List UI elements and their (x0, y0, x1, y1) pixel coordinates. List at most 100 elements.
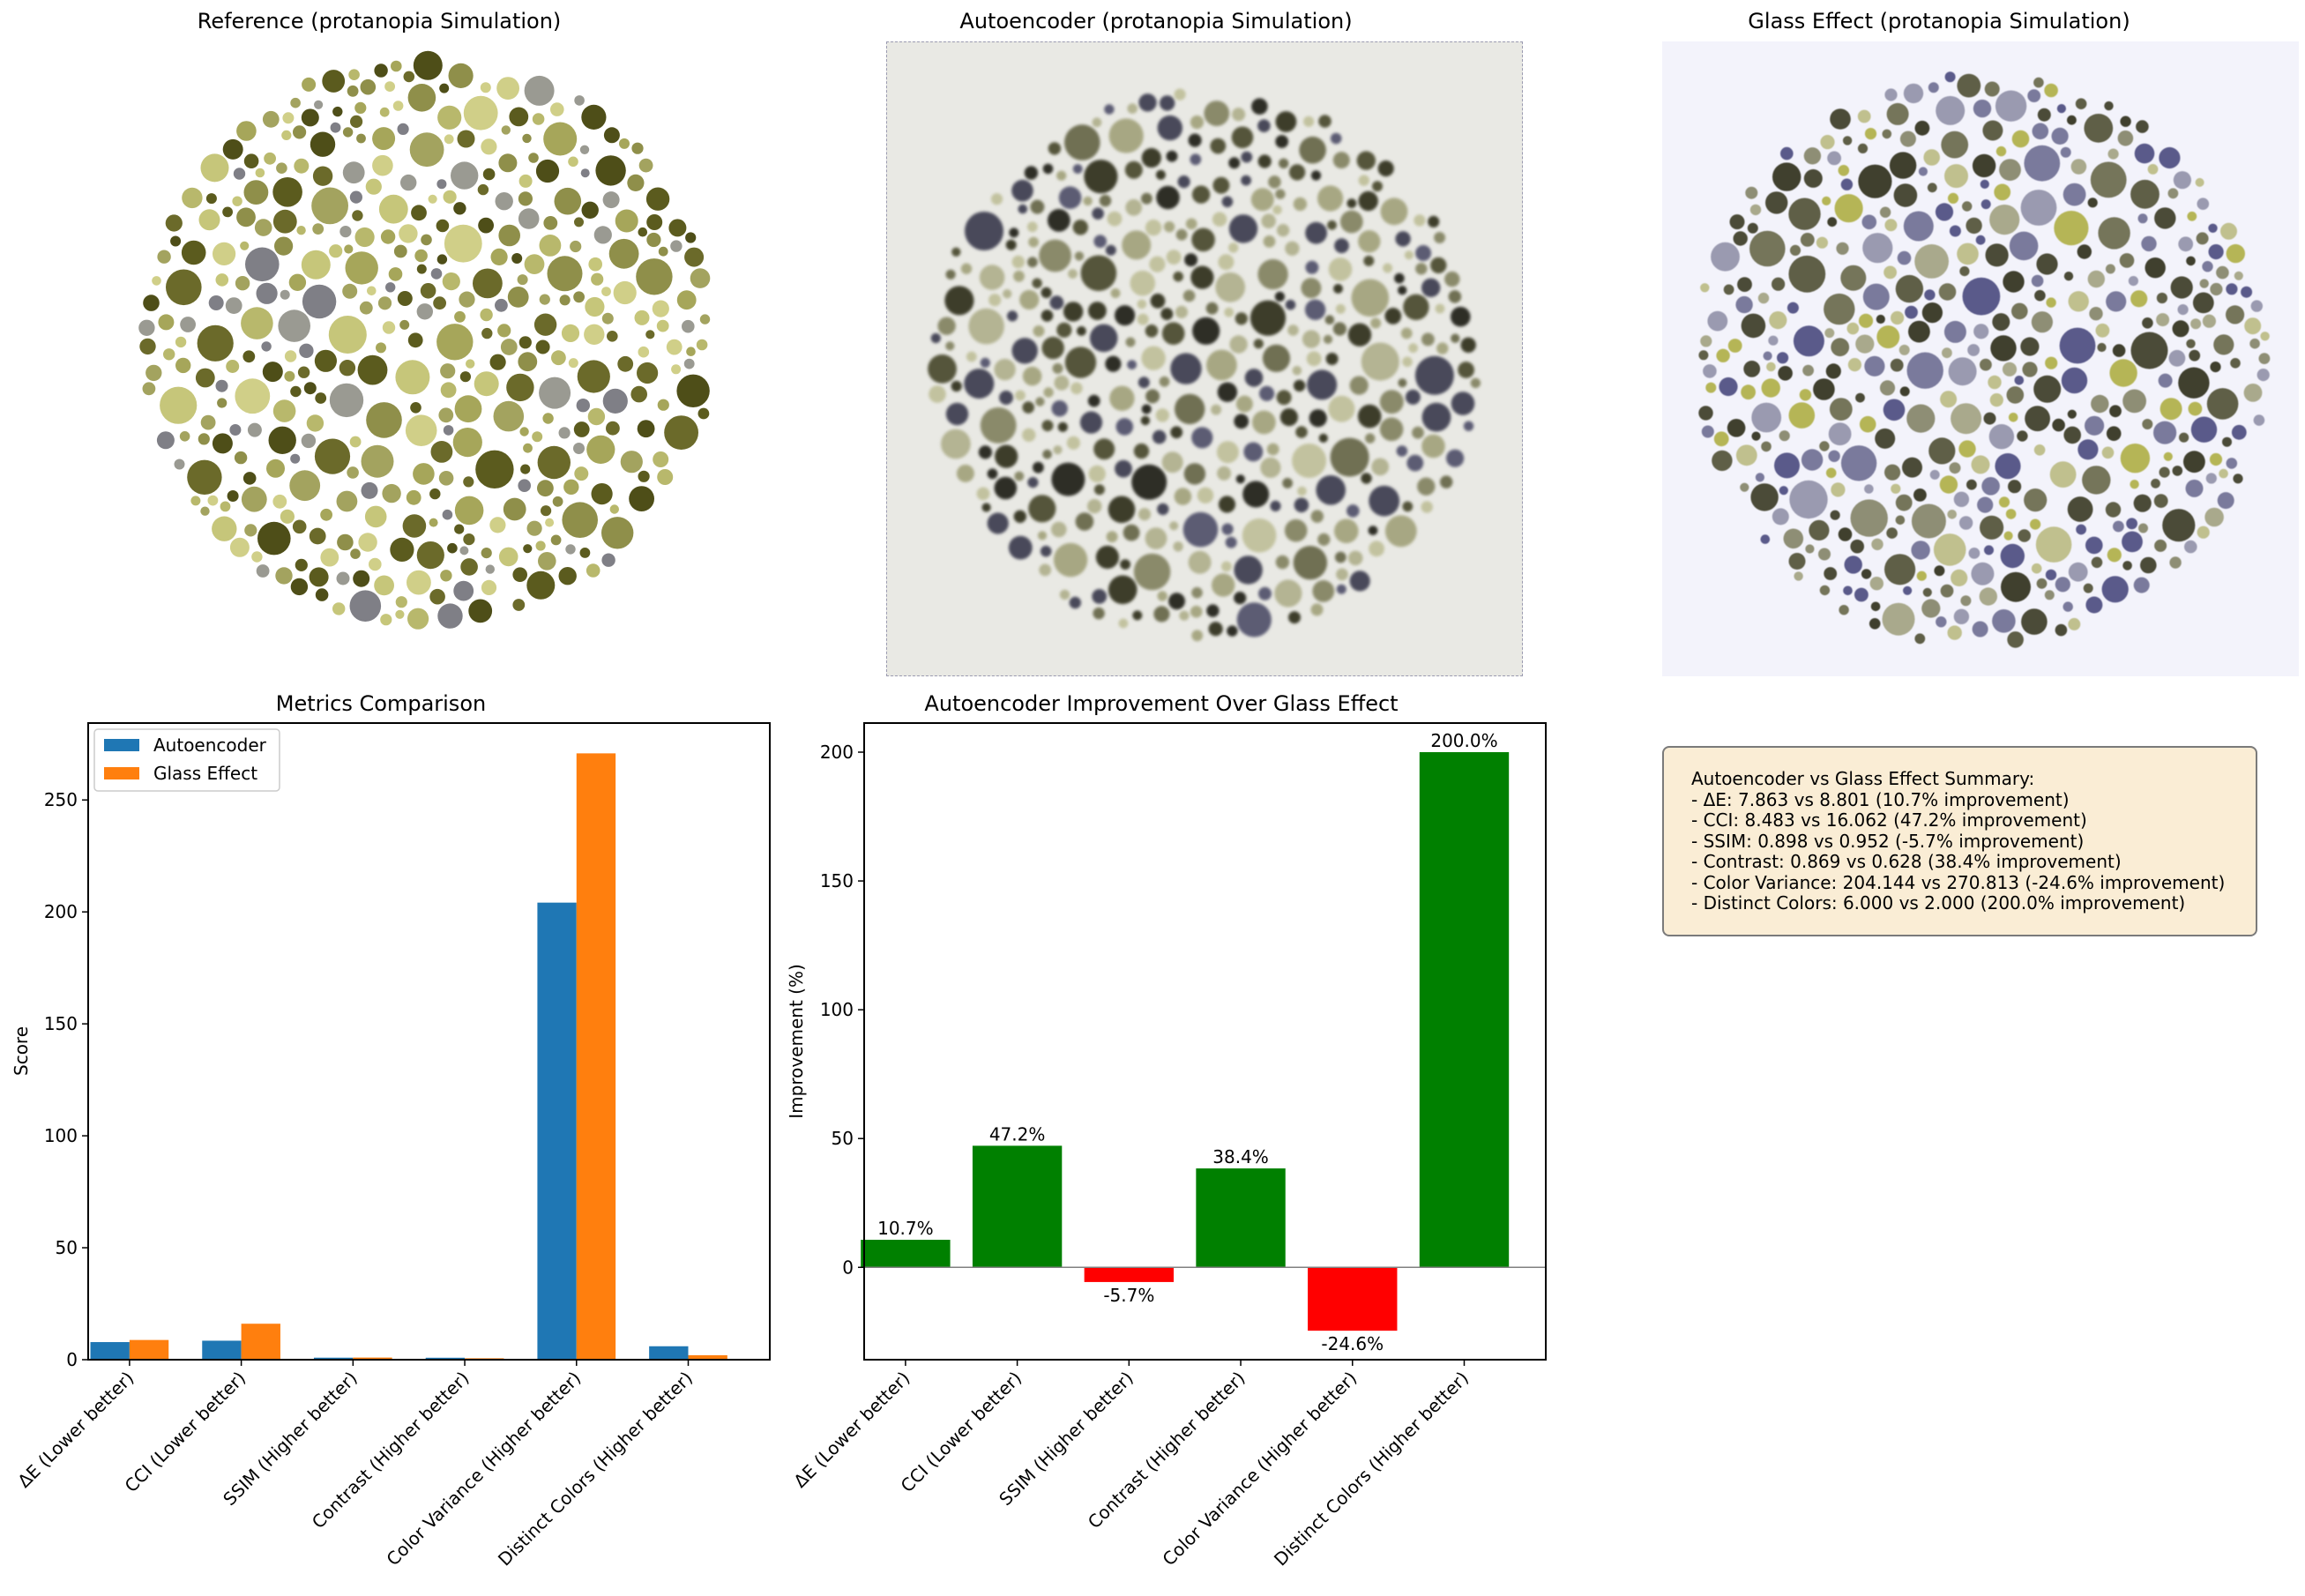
plate-dot (568, 156, 578, 168)
plate-dot (2044, 590, 2055, 600)
plate-dot (584, 324, 605, 345)
plate-dot (2095, 323, 2110, 338)
plate-dot (480, 82, 491, 93)
plate-dot (1883, 399, 1906, 421)
plate-dot (518, 336, 532, 349)
plate-dot (420, 283, 436, 299)
plate-dot (2219, 468, 2228, 479)
plate-dot (256, 564, 270, 578)
plate-dot (1864, 355, 1885, 377)
plate-dot (2105, 502, 2122, 518)
plate-dot (348, 69, 360, 80)
plate-dot (2153, 494, 2168, 508)
plate-dot (645, 187, 670, 211)
plate-dot (573, 443, 585, 454)
plate-dot (1884, 88, 1898, 101)
summary-heading: Autoencoder vs Glass Effect Summary: (1691, 768, 2035, 789)
plate-dot (262, 110, 280, 128)
plate-dot (602, 191, 620, 209)
plate-dot (354, 101, 367, 114)
plate-dot (378, 194, 408, 224)
plate-dot (2025, 406, 2050, 432)
plate-dot (1903, 83, 1924, 104)
plate-dot (215, 273, 229, 287)
plate-dot (2101, 446, 2115, 459)
plate-dot (1914, 120, 1930, 136)
plate-dot (1262, 344, 1291, 372)
plate-dot (385, 282, 396, 293)
plate-dot (350, 115, 363, 128)
plate-dot (1221, 523, 1234, 535)
plate-dot (1774, 452, 1800, 479)
plate-dot (1131, 464, 1167, 500)
plate-dot (574, 466, 589, 481)
plate-dot (1294, 497, 1309, 513)
plate-dot (1145, 389, 1160, 404)
plate-dot (585, 296, 605, 317)
plate-dot (1215, 272, 1246, 302)
plate-dot (1011, 179, 1033, 202)
plate-dot (2222, 436, 2232, 447)
plate-dot (481, 138, 497, 155)
plate-dot (407, 608, 429, 630)
plate-dot (2197, 198, 2210, 210)
plate-dot (1124, 160, 1143, 179)
plate-dot (1891, 310, 1905, 325)
plate-dot (543, 122, 578, 156)
plate-dot (1077, 326, 1086, 336)
plate-dot (593, 226, 612, 244)
plate-dot (2046, 297, 2056, 308)
plate-dot (2014, 376, 2025, 385)
plate-dot (1288, 164, 1306, 181)
plate-dot (1033, 461, 1044, 474)
plate-dot (1903, 585, 1913, 595)
plate-dot (1890, 358, 1904, 372)
plate-dot (2021, 608, 2048, 635)
plate-dot (1858, 164, 1892, 198)
plate-dot (1417, 477, 1436, 496)
bar-glass-effect (129, 1339, 169, 1360)
plate-dot (1830, 510, 1840, 520)
plate-dot (222, 206, 233, 218)
plate-dot (1009, 227, 1019, 238)
plate-dot (987, 512, 1009, 534)
plate-dot (1701, 425, 1714, 438)
plate-dot (1182, 289, 1196, 302)
plate-dot (358, 533, 377, 552)
plate-dot (1838, 527, 1853, 541)
plate-dot (303, 382, 317, 395)
plate-dot (489, 517, 506, 533)
plate-dot (266, 459, 285, 478)
plate-dot (364, 505, 387, 528)
plate-dot (1018, 204, 1028, 214)
plate-dot (1967, 344, 1980, 356)
plate-dot (1772, 277, 1786, 291)
plate-dot (2167, 188, 2179, 199)
plate-dot (1916, 571, 1927, 581)
bar-autoencoder (425, 1357, 466, 1360)
plate-dot (2142, 317, 2153, 329)
plate-dot (535, 541, 546, 551)
plate-dot (619, 138, 630, 149)
plate-dot (2243, 384, 2263, 402)
plate-dot (1957, 73, 1981, 98)
plate-dot (280, 509, 295, 524)
plate-dot (646, 232, 661, 248)
plate-dot (349, 436, 362, 448)
plate-dot (1179, 610, 1190, 621)
plate-dot (437, 603, 463, 629)
plate-dot (179, 431, 190, 442)
plate-dot (1421, 332, 1435, 347)
plate-dot (606, 421, 620, 436)
plate-dot (2177, 304, 2189, 316)
plate-dot (601, 517, 634, 549)
plate-dot (2137, 213, 2148, 224)
plate-dot (477, 183, 489, 196)
plate-dot (459, 546, 469, 556)
plate-dot (653, 451, 669, 467)
plate-dot (1105, 355, 1122, 372)
plate-dot (1011, 338, 1038, 364)
summary-line-ssim: - SSIM: 0.898 vs 0.952 (-5.7% improvemen… (1691, 830, 2085, 852)
plate-dot (1332, 152, 1350, 169)
plate-dot (2051, 127, 2069, 145)
